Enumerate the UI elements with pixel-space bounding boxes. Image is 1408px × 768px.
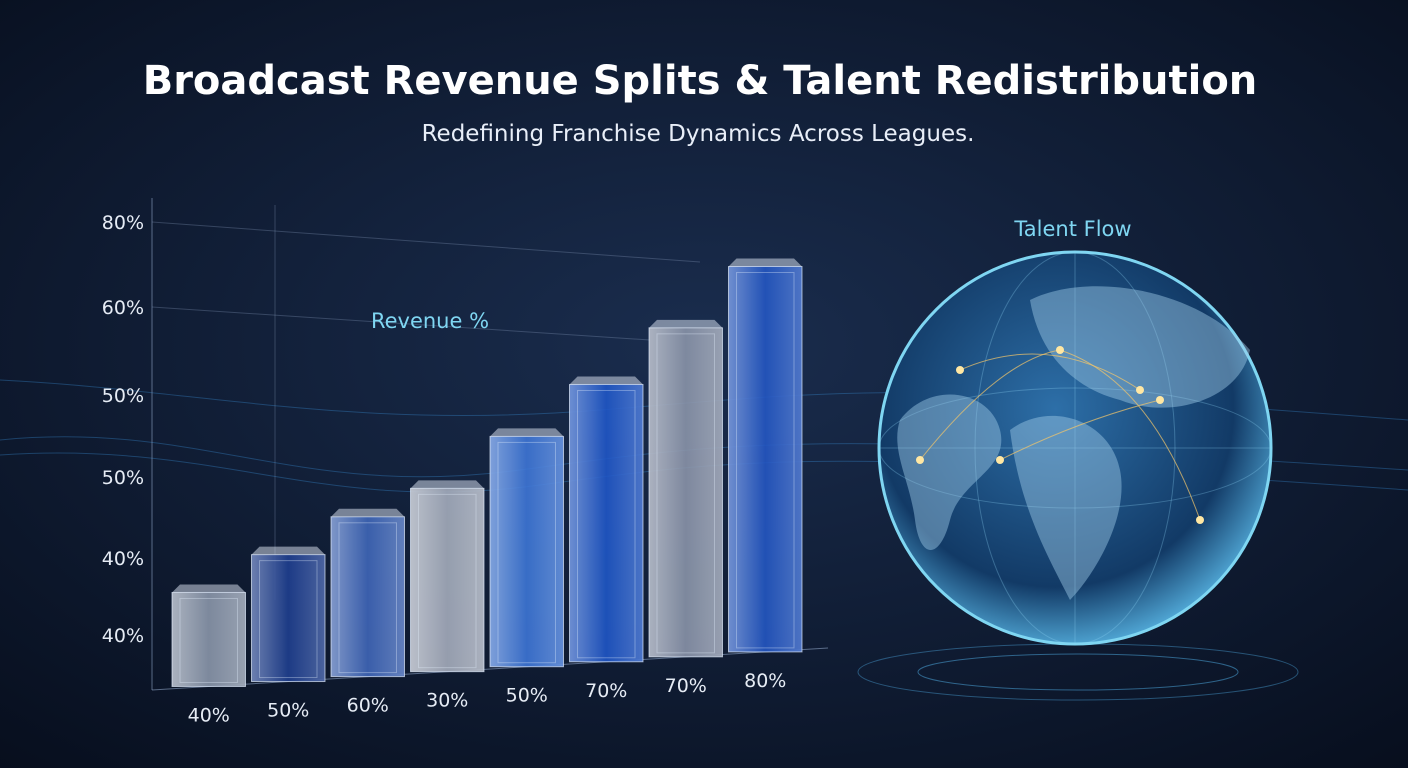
- bar-inner: [577, 389, 636, 659]
- node: [996, 456, 1004, 464]
- bar-inner: [179, 597, 238, 683]
- bar-inner: [497, 441, 556, 664]
- series-label: Revenue %: [371, 309, 489, 333]
- y-axis-label: 50%: [102, 385, 144, 407]
- bar-top: [172, 584, 246, 593]
- bar-inner: [418, 493, 477, 669]
- bar-top: [728, 258, 802, 267]
- y-axis-label: 80%: [102, 212, 144, 234]
- x-tick-label: 80%: [744, 670, 786, 692]
- meridian: [974, 251, 1176, 645]
- bar-top: [331, 508, 405, 517]
- node: [916, 456, 924, 464]
- node: [1056, 346, 1064, 354]
- bar-top: [569, 376, 643, 385]
- bar-inner: [259, 560, 318, 679]
- continent: [1030, 286, 1250, 408]
- x-tick-label: 30%: [426, 690, 468, 712]
- x-tick-label: 70%: [585, 680, 627, 702]
- bar-inner: [338, 522, 397, 674]
- y-axis-label: 40%: [102, 625, 144, 647]
- guide-line: [151, 221, 701, 263]
- subtitle: Redefining Franchise Dynamics Across Lea…: [422, 121, 975, 147]
- arc: [999, 399, 1161, 461]
- node: [1196, 516, 1204, 524]
- y-axis-label: 40%: [102, 548, 144, 570]
- parallel: [878, 387, 1272, 509]
- bar-top: [490, 428, 564, 437]
- x-tick-label: 50%: [267, 700, 309, 722]
- continent: [897, 394, 1002, 550]
- bar-top: [251, 546, 325, 555]
- bar-shine: [569, 384, 643, 662]
- continents: [897, 286, 1250, 600]
- globe-ring: [917, 653, 1239, 691]
- arc: [919, 349, 1061, 461]
- bar-shine: [490, 436, 564, 667]
- globe-title: Talent Flow: [1013, 217, 1131, 241]
- globe-grid: [878, 251, 1272, 645]
- globe-sphere: [877, 250, 1273, 646]
- x-tick-label: 70%: [665, 675, 707, 697]
- continent: [1010, 415, 1122, 600]
- node: [1156, 396, 1164, 404]
- bar-shine: [251, 554, 325, 682]
- bar-chart: 80% 60% 50% 50% 40% 40% 40% 50% 60% 30% 50% 70% 70% 8…: [102, 212, 803, 726]
- bar-top: [649, 319, 723, 328]
- y-axis-label: 50%: [102, 467, 144, 489]
- guide-line: [151, 306, 651, 341]
- y-axis-label: 60%: [102, 297, 144, 319]
- bar-shine: [410, 488, 484, 672]
- arc: [1059, 349, 1201, 521]
- globe: [857, 250, 1299, 701]
- title: Broadcast Revenue Splits & Talent Redist…: [143, 58, 1258, 104]
- arc: [959, 353, 1141, 391]
- bar-inner: [656, 333, 715, 654]
- bar-shine: [331, 516, 405, 677]
- bar-shine: [728, 266, 802, 652]
- bar-top: [410, 480, 484, 489]
- x-tick-label: 50%: [506, 685, 548, 707]
- bar-inner: [736, 271, 795, 649]
- node: [956, 366, 964, 374]
- node: [1136, 386, 1144, 394]
- x-tick-label: 60%: [347, 695, 389, 717]
- talent-nodes: [916, 346, 1204, 524]
- bar-shine: [172, 592, 246, 687]
- talent-arcs: [919, 349, 1201, 521]
- bar-shine: [649, 327, 723, 657]
- x-tick-label: 40%: [188, 704, 230, 726]
